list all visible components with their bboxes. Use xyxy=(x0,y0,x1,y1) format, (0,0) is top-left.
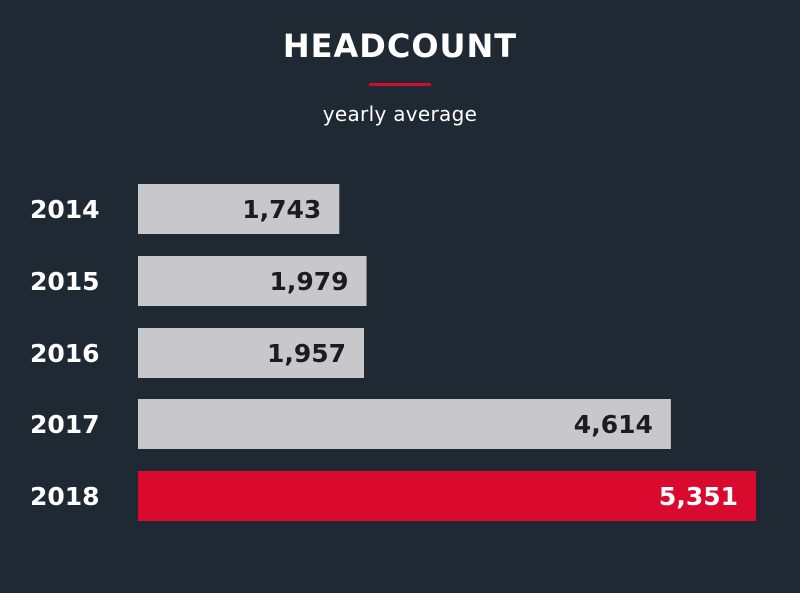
category-label: 2018 xyxy=(30,482,100,511)
title-underline xyxy=(369,83,431,86)
chart-title: HEADCOUNT xyxy=(282,27,518,65)
category-label: 2016 xyxy=(30,339,100,368)
bar-2017 xyxy=(138,399,671,449)
value-label: 4,614 xyxy=(574,410,653,439)
bar-2015 xyxy=(138,256,367,306)
value-label: 1,743 xyxy=(242,195,321,224)
bar-2014 xyxy=(138,184,340,234)
category-label: 2017 xyxy=(30,410,100,439)
value-label: 1,957 xyxy=(267,339,346,368)
chart-subtitle: yearly average xyxy=(322,102,478,126)
value-label: 1,979 xyxy=(269,267,348,296)
category-label: 2015 xyxy=(30,267,100,296)
category-label: 2014 xyxy=(30,195,100,224)
value-label: 5,351 xyxy=(659,482,738,511)
bar-2018 xyxy=(138,471,756,521)
bar-2016 xyxy=(138,328,365,378)
